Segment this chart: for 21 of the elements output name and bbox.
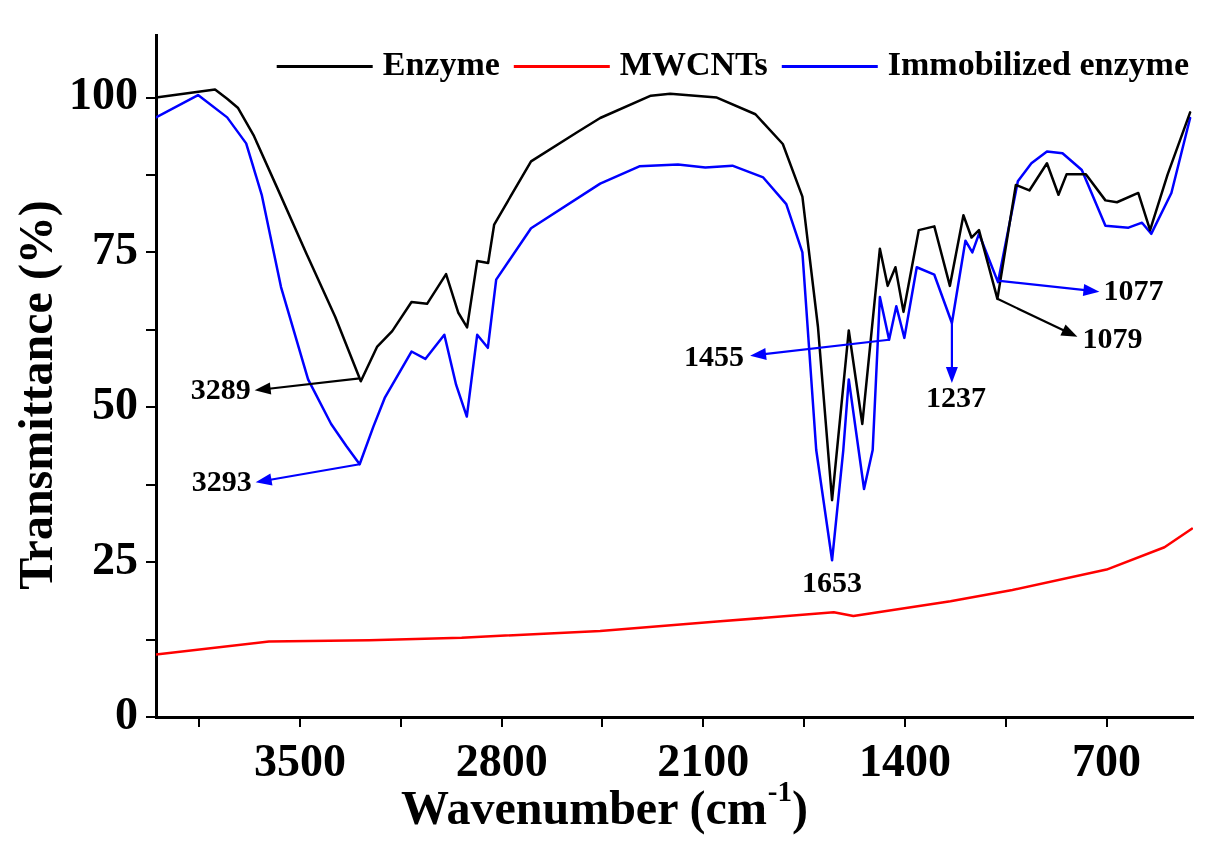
x-tick-label: 2100 [657,735,750,787]
x-tick-label: 1400 [858,735,951,787]
y-tick-label: 50 [92,378,138,430]
annotation: 1237 [925,379,986,413]
y-tick-label: 100 [69,68,138,120]
annotation: 1077 [1103,273,1164,307]
annotation: 3293 [191,464,252,498]
x-tick-label: 3500 [254,735,347,787]
annotation: 1653 [802,565,863,599]
annotation: 3289 [190,372,251,406]
legend-label: Enzyme [382,45,500,83]
annotation: 1079 [1082,320,1143,354]
legend-label: Immobilized enzyme [887,45,1189,83]
x-tick-label: 2800 [455,735,548,787]
legend-label: MWCNTs [619,45,768,83]
annotation: 1455 [684,338,745,372]
y-tick-label: 0 [115,687,138,739]
x-tick-label: 700 [1072,735,1142,787]
y-axis-title: Transmittance (%) [9,200,64,590]
y-tick-label: 25 [92,533,138,585]
y-tick-label: 75 [92,223,138,275]
